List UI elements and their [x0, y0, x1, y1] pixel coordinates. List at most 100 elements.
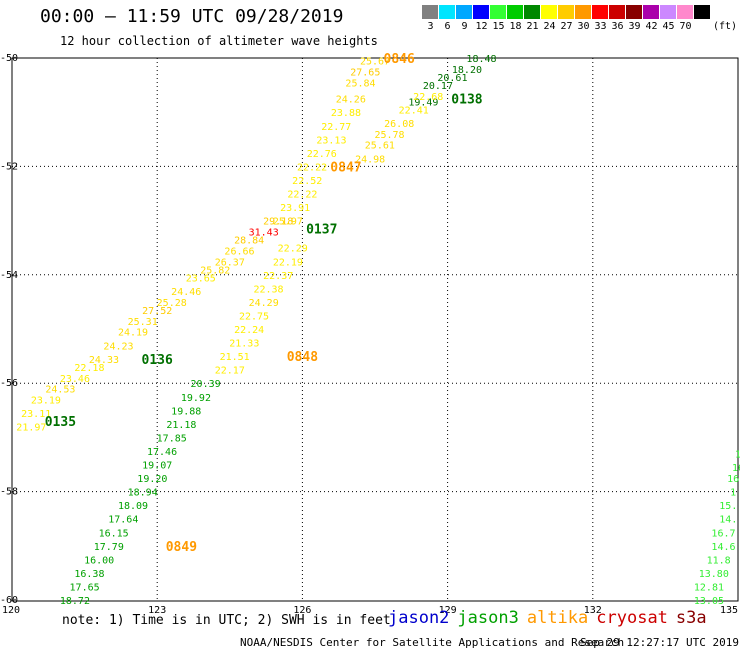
wave-height-value: 22.68: [413, 92, 443, 103]
wave-height-value: 26.08: [384, 119, 414, 130]
lat-tick-label: -60: [0, 595, 18, 606]
legend-label: 18: [509, 21, 522, 32]
wave-height-value: 22.37: [263, 271, 293, 282]
pass-number-label: 0136: [142, 353, 173, 368]
wave-height-value: 17.79: [94, 542, 124, 553]
lon-tick-label: 126: [293, 605, 311, 616]
wave-height-value: 24.98: [355, 154, 385, 165]
legend-label: 36: [611, 21, 624, 32]
legend-swatch: [592, 5, 609, 19]
wave-height-value: 25.31: [128, 317, 158, 328]
wave-height-value: 16.38: [74, 569, 104, 580]
pass-number-label: 0135: [45, 415, 76, 430]
wave-height-value: 22.22: [297, 162, 327, 173]
wave-height-value: 23.46: [60, 374, 90, 385]
legend-swatch: [575, 5, 592, 19]
legend-label: 21: [526, 21, 539, 32]
wave-height-value: 24.29: [249, 298, 279, 309]
wave-height-value: 26.37: [215, 257, 245, 268]
wave-height-value: 22.76: [307, 149, 337, 160]
pass-number-label: 0848: [287, 350, 318, 365]
wave-height-value: 17.46: [147, 447, 177, 458]
mission-legend-entry: altika: [526, 608, 589, 628]
wave-height-value: 24.23: [103, 341, 133, 352]
lat-tick-label: -56: [0, 378, 18, 389]
lat-tick-label: -52: [0, 161, 18, 172]
wave-height-value: 17.65: [70, 582, 100, 593]
wave-height-value: 22.41: [399, 105, 429, 116]
wave-height-value: 24.19: [118, 328, 148, 339]
wave-height-value: 20.61: [437, 73, 467, 84]
legend-swatch: [677, 5, 694, 19]
wave-height-value: 26.66: [224, 246, 254, 257]
wave-height-value: 27.52: [142, 306, 172, 317]
mission-legend-entry: cryosat: [596, 608, 668, 628]
wave-height-value: 21.18: [166, 420, 196, 431]
wave-height-value: 23.11: [21, 409, 51, 420]
wave-height-value: 18.48: [466, 54, 496, 65]
lon-tick-label: 123: [148, 605, 166, 616]
map-gridlines: [12, 58, 738, 600]
legend-label: 27: [560, 21, 573, 32]
map-subtitle: 12 hour collection of altimeter wave hei…: [60, 34, 378, 48]
legend-swatch: [643, 5, 660, 19]
lat-tick-label: -54: [0, 270, 18, 281]
lon-tick-label: 135: [720, 605, 738, 616]
wave-height-value: 25.61: [365, 141, 395, 152]
wave-height-value: 28.84: [234, 236, 264, 247]
legend-swatch: [456, 5, 473, 19]
pass-number-label: 0849: [166, 540, 197, 555]
wave-height-value: 19.07: [142, 461, 172, 472]
wave-height-value: 23.13: [316, 135, 346, 146]
wave-height-value: 20.39: [191, 379, 221, 390]
wave-height-value: 1: [735, 450, 740, 461]
wave-height-value: 12.81: [694, 582, 724, 593]
legend-swatch: [524, 5, 541, 19]
wave-height-value: 24.26: [336, 95, 366, 106]
wave-height-value: 19.20: [137, 474, 167, 485]
footer-credit: NOAA/NESDIS Center for Satellite Applica…: [240, 636, 625, 649]
legend-label: 39: [628, 21, 641, 32]
wave-height-value: 27.65: [350, 68, 380, 79]
wave-height-value: 23.65: [186, 274, 216, 285]
footer-note: note: 1) Time is in UTC; 2) SWH is in fe…: [62, 613, 391, 628]
wave-height-value: 22.22: [287, 190, 317, 201]
wave-height-value: 17.64: [108, 515, 138, 526]
wave-height-value: 14.6: [711, 542, 735, 553]
legend-swatch: [507, 5, 524, 19]
wave-height-value: 18.72: [60, 596, 90, 607]
wave-height-value: 25.84: [345, 78, 375, 89]
wave-height-value: 19.88: [171, 406, 201, 417]
color-scale-unit: (ft): [713, 21, 738, 32]
legend-swatch: [626, 5, 643, 19]
mission-legend-entry: jason3: [457, 608, 519, 628]
wave-height-value: 18.20: [452, 65, 482, 76]
wave-height-value: 22.18: [74, 363, 104, 374]
wave-height-value: 22.75: [239, 311, 269, 322]
wave-height-value: 18.94: [128, 488, 158, 499]
wave-height-value: 25.67: [360, 57, 390, 68]
wave-height-value: 16.00: [84, 555, 114, 566]
legend-label: 12: [475, 21, 488, 32]
pass-number-labels: 0846 0138 0847 0137 0136 0848 0135 0849: [45, 52, 483, 555]
lat-tick-label: -58: [0, 487, 18, 498]
wave-height-value: 22.29: [278, 244, 308, 255]
legend-swatch: [609, 5, 626, 19]
wave-height-value: 16.7: [711, 528, 735, 539]
legend-label: 42: [645, 21, 658, 32]
wave-height-value: 23.88: [331, 108, 361, 119]
wave-height-value: 16: [727, 474, 739, 485]
wave-height-value: 22.17: [215, 366, 245, 377]
legend-label: 33: [594, 21, 607, 32]
legend-label: 3: [427, 21, 434, 32]
wave-height-value: 25.82: [200, 265, 230, 276]
wave-height-value: 21.97: [16, 423, 46, 434]
lon-tick-label: 120: [2, 605, 20, 616]
wave-height-value: 24.53: [45, 385, 75, 396]
color-scale-legend: [422, 5, 711, 19]
axis-tick-labels: 120 123 126 129 132 135 -50 -52 -54 -56 -58 -60: [0, 53, 738, 616]
wave-height-value: 15.: [719, 501, 737, 512]
wave-height-value: 20.17: [423, 81, 453, 92]
wave-height-value: 23.91: [280, 203, 310, 214]
legend-swatch: [422, 5, 439, 19]
